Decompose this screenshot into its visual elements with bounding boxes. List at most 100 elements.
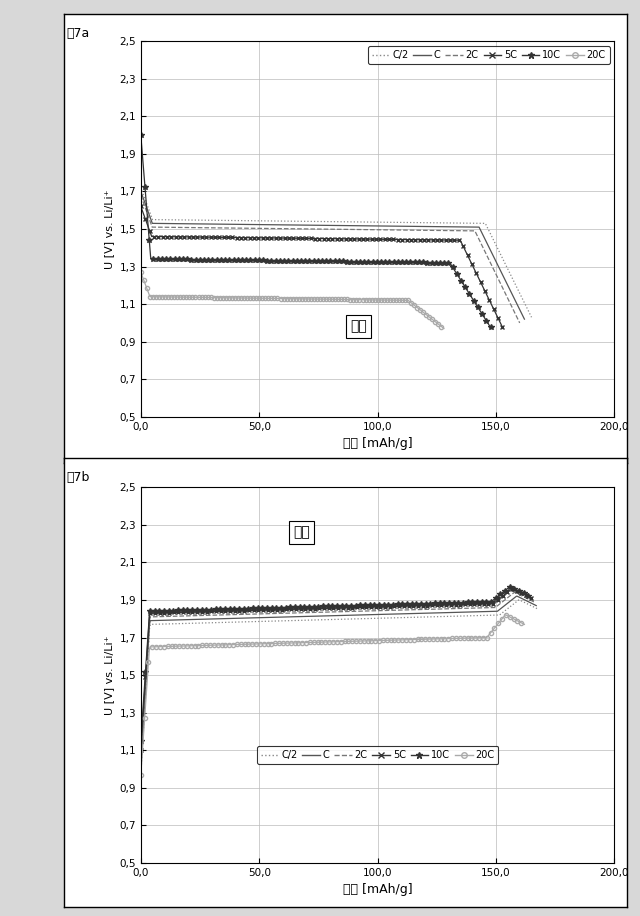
Text: 放電: 放電 <box>294 526 310 540</box>
2C <box>317 224 324 234</box>
5C <box>369 602 377 613</box>
Line: C/2: C/2 <box>141 600 539 775</box>
C/2 <box>137 769 145 780</box>
Text: 図7b: 図7b <box>67 472 90 485</box>
C <box>372 609 380 620</box>
C/2 <box>527 311 535 322</box>
10C <box>488 323 495 334</box>
C/2 <box>326 614 333 625</box>
2C <box>326 606 333 617</box>
C/2 <box>348 216 356 227</box>
C/2 <box>328 614 336 625</box>
5C <box>348 602 356 613</box>
2C <box>137 190 145 201</box>
Line: 5C: 5C <box>139 204 505 331</box>
10C <box>326 256 334 267</box>
20C <box>301 293 308 304</box>
20C <box>281 293 289 304</box>
20C <box>321 637 329 648</box>
2C <box>362 224 370 235</box>
5C <box>508 583 516 594</box>
Legend: C/2, C, 2C, 5C, 10C, 20C: C/2, C, 2C, 5C, 10C, 20C <box>257 747 499 764</box>
2C <box>447 225 455 236</box>
5C <box>137 201 145 212</box>
C/2 <box>515 594 522 605</box>
2C <box>507 299 515 310</box>
C <box>319 220 327 231</box>
10C <box>424 257 432 268</box>
Line: C/2: C/2 <box>141 188 531 317</box>
10C <box>525 591 533 602</box>
5C <box>519 588 527 599</box>
C <box>520 313 528 324</box>
C <box>324 610 332 621</box>
Legend: C/2, C, 2C, 5C, 10C, 20C: C/2, C, 2C, 5C, 10C, 20C <box>368 46 609 64</box>
C/2 <box>457 218 465 229</box>
C <box>451 222 459 233</box>
2C <box>510 587 518 598</box>
20C <box>365 636 373 647</box>
2C <box>530 596 538 607</box>
20C <box>451 633 459 644</box>
5C <box>309 233 317 244</box>
C <box>513 591 520 602</box>
Line: 2C: 2C <box>141 593 534 759</box>
Line: 20C: 20C <box>139 613 527 777</box>
Line: C: C <box>141 596 536 769</box>
C/2 <box>325 216 333 227</box>
5C <box>323 603 330 614</box>
10C <box>346 256 353 267</box>
X-axis label: 容量 [mAh/g]: 容量 [mAh/g] <box>343 437 412 450</box>
2C <box>342 224 349 234</box>
5C <box>353 234 360 245</box>
10C <box>137 736 145 747</box>
5C <box>434 234 442 245</box>
Line: 10C: 10C <box>138 584 532 744</box>
C <box>351 609 358 620</box>
Y-axis label: U [V] vs. Li/Li⁺: U [V] vs. Li/Li⁺ <box>104 190 114 268</box>
2C <box>516 317 524 328</box>
C <box>321 220 329 231</box>
C/2 <box>374 613 381 624</box>
20C <box>137 769 145 780</box>
2C <box>349 605 357 616</box>
C <box>511 295 519 306</box>
C <box>461 606 468 617</box>
C <box>532 600 540 611</box>
10C <box>305 256 313 267</box>
2C <box>522 592 529 603</box>
C <box>344 220 352 231</box>
C/2 <box>463 610 470 621</box>
5C <box>333 234 340 245</box>
20C <box>440 323 448 334</box>
10C <box>347 600 355 611</box>
C <box>365 221 373 232</box>
C/2 <box>369 216 377 227</box>
5C <box>499 323 507 334</box>
20C <box>137 267 145 278</box>
10C <box>324 601 332 612</box>
Y-axis label: U [V] vs. Li/Li⁺: U [V] vs. Li/Li⁺ <box>104 636 114 714</box>
20C <box>501 609 509 620</box>
10C <box>506 582 513 593</box>
Text: 充電: 充電 <box>350 320 367 333</box>
20C <box>317 294 325 305</box>
5C <box>457 599 465 610</box>
Line: 10C: 10C <box>138 132 494 332</box>
C <box>137 186 145 197</box>
2C <box>459 603 467 614</box>
5C <box>527 593 535 604</box>
10C <box>368 600 376 611</box>
Line: C: C <box>141 191 524 319</box>
5C <box>325 603 333 614</box>
2C <box>137 754 145 765</box>
20C <box>520 619 528 630</box>
C <box>524 595 531 606</box>
5C <box>490 305 498 316</box>
C <box>327 610 335 621</box>
C/2 <box>352 614 360 625</box>
10C <box>516 586 524 597</box>
Line: 20C: 20C <box>139 270 446 331</box>
2C <box>319 224 327 234</box>
20C <box>385 295 393 306</box>
